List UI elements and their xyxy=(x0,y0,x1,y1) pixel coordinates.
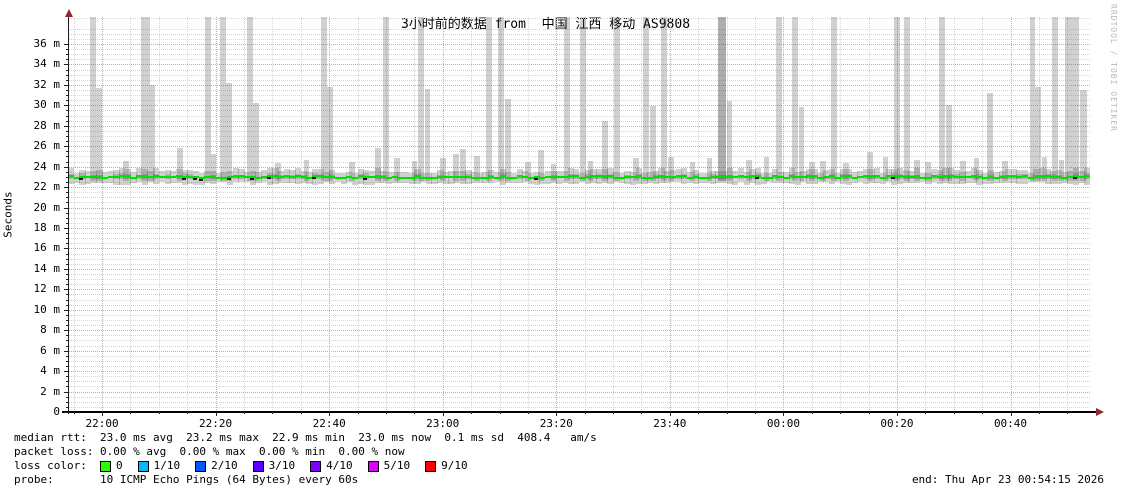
loss-color-swatch xyxy=(100,460,111,472)
legend-row-label: loss color: xyxy=(14,459,87,472)
loss-color-label: 9/10 xyxy=(441,459,468,472)
x-tick-label: 23:40 xyxy=(653,417,687,430)
legend-median-rtt: median rtt: 23.0 ms avg 23.2 ms max 22.9… xyxy=(14,431,597,445)
x-tick-label: 22:20 xyxy=(199,417,233,430)
x-tick-label: 00:20 xyxy=(880,417,914,430)
y-tick-label: 10 m xyxy=(33,302,61,316)
legend-loss-color: loss color: 0 1/10 2/10 3/10 4/10 5/10 9/10 xyxy=(14,459,597,473)
x-tick-label: 23:00 xyxy=(426,417,460,430)
loss-color-item: 1/10 xyxy=(137,459,181,473)
loss-color-item: 9/10 xyxy=(425,459,468,473)
loss-color-swatch xyxy=(195,460,207,472)
loss-color-label: 5/10 xyxy=(383,459,411,472)
grid xyxy=(68,17,1090,412)
rrdtool-watermark: RRDTOOL / TOBI OETIKER xyxy=(1109,4,1118,132)
end-timestamp: end: Thu Apr 23 00:54:15 2026 xyxy=(911,473,1104,486)
y-tick-label: 6 m xyxy=(40,343,60,357)
loss-color-label: 3/10 xyxy=(268,459,296,472)
y-tick-label: 22 m xyxy=(33,180,61,194)
x-tick-label: 22:00 xyxy=(85,417,119,430)
loss-color-item: 0 xyxy=(100,459,123,473)
legend: median rtt: 23.0 ms avg 23.2 ms max 22.9… xyxy=(14,431,597,487)
loss-color-label: 1/10 xyxy=(153,459,181,472)
y-tick-label: 30 m xyxy=(33,98,61,112)
legend-row-text: 0.00 % avg 0.00 % max 0.00 % min 0.00 % … xyxy=(100,445,405,458)
y-tick-label: 14 m xyxy=(33,261,61,275)
loss-color-item: 3/10 xyxy=(252,459,296,473)
y-tick-label: 36 m xyxy=(33,37,61,50)
x-tick-label: 23:20 xyxy=(539,417,573,430)
x-tick-label: 00:40 xyxy=(993,417,1028,430)
loss-color-item: 5/10 xyxy=(367,459,411,473)
y-tick-label: 20 m xyxy=(33,200,61,214)
y-tick-label: 8 m xyxy=(40,323,60,337)
y-tick-label: 12 m xyxy=(33,282,61,296)
loss-color-swatch xyxy=(137,460,149,472)
legend-row-label: packet loss: xyxy=(14,445,94,458)
graph-title: 3小时前的数据 from 中国 江西 移动 AS9808 xyxy=(400,17,691,32)
y-tick-label: 32 m xyxy=(33,77,61,91)
loss-color-label: 2/10 xyxy=(211,459,238,472)
y-tick-label: 4 m xyxy=(40,364,60,378)
y-tick-label: 24 m xyxy=(33,159,61,173)
axis-labels: 0 2 m 4 m 6 m 8 m 10 m 12 m 14 m 16 m 18 m 20 m 22 … xyxy=(34,17,1090,430)
legend-row-text: 10 ICMP Echo Pings (64 Bytes) every 60s xyxy=(100,473,359,486)
y-axis-label: Seconds xyxy=(1,191,15,238)
loss-color-label: 4/10 xyxy=(326,459,353,472)
loss-color-item: 4/10 xyxy=(310,459,353,473)
loss-color-swatch xyxy=(425,460,437,472)
legend-probe: probe: 10 ICMP Echo Pings (64 Bytes) eve… xyxy=(14,473,597,487)
median-line xyxy=(68,17,1091,412)
y-tick-label: 34 m xyxy=(33,57,61,71)
loss-color-item: 2/10 xyxy=(195,459,238,473)
y-tick-label: 0 xyxy=(53,405,60,418)
legend-row-label: probe: xyxy=(14,473,54,486)
x-tick-label: 22:40 xyxy=(312,417,346,430)
legend-row-text: 23.0 ms avg 23.2 ms max 22.9 ms min 23.0… xyxy=(100,431,597,444)
y-tick-label: 28 m xyxy=(33,118,61,132)
legend-packet-loss: packet loss: 0.00 % avg 0.00 % max 0.00 … xyxy=(14,445,597,459)
loss-color-swatch xyxy=(367,460,379,472)
x-tick-label: 00:00 xyxy=(766,417,800,430)
loss-color-swatch xyxy=(310,460,322,472)
y-tick-label: 26 m xyxy=(33,139,61,153)
loss-color-label: 0 xyxy=(116,459,123,472)
plot-area: 0 2 m 4 m 6 m 8 m 10 m 12 m 14 m 16 m 18 m 20 m 22 … xyxy=(34,9,1104,430)
y-tick-label: 2 m xyxy=(40,384,60,398)
y-tick-label: 16 m xyxy=(33,241,61,255)
legend-row-label: median rtt: xyxy=(14,431,87,444)
loss-color-swatch xyxy=(252,460,264,472)
axes xyxy=(62,9,1104,416)
y-tick-label: 18 m xyxy=(33,221,61,234)
loss-color-items: 0 1/10 2/10 3/10 4/10 5/10 9/10 xyxy=(100,459,483,473)
